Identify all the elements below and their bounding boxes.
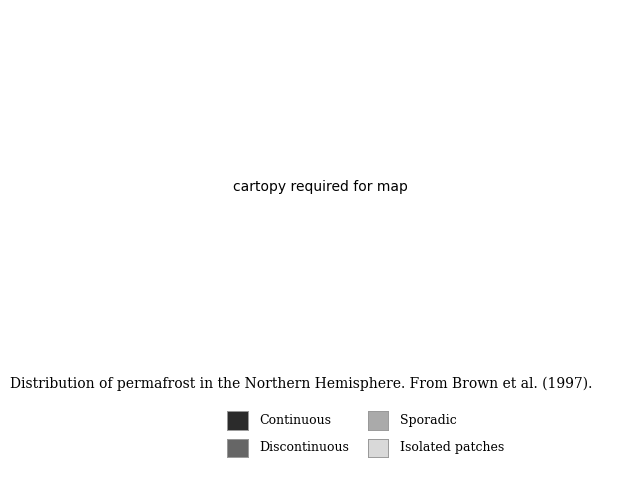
- Text: Isolated patches: Isolated patches: [400, 441, 504, 455]
- Text: Distribution of permafrost in the Northern Hemisphere. From Brown et al. (1997).: Distribution of permafrost in the Northe…: [10, 377, 592, 391]
- Text: Continuous: Continuous: [259, 414, 332, 427]
- Text: cartopy required for map: cartopy required for map: [232, 180, 408, 194]
- Text: Discontinuous: Discontinuous: [259, 441, 349, 455]
- Text: Sporadic: Sporadic: [400, 414, 457, 427]
